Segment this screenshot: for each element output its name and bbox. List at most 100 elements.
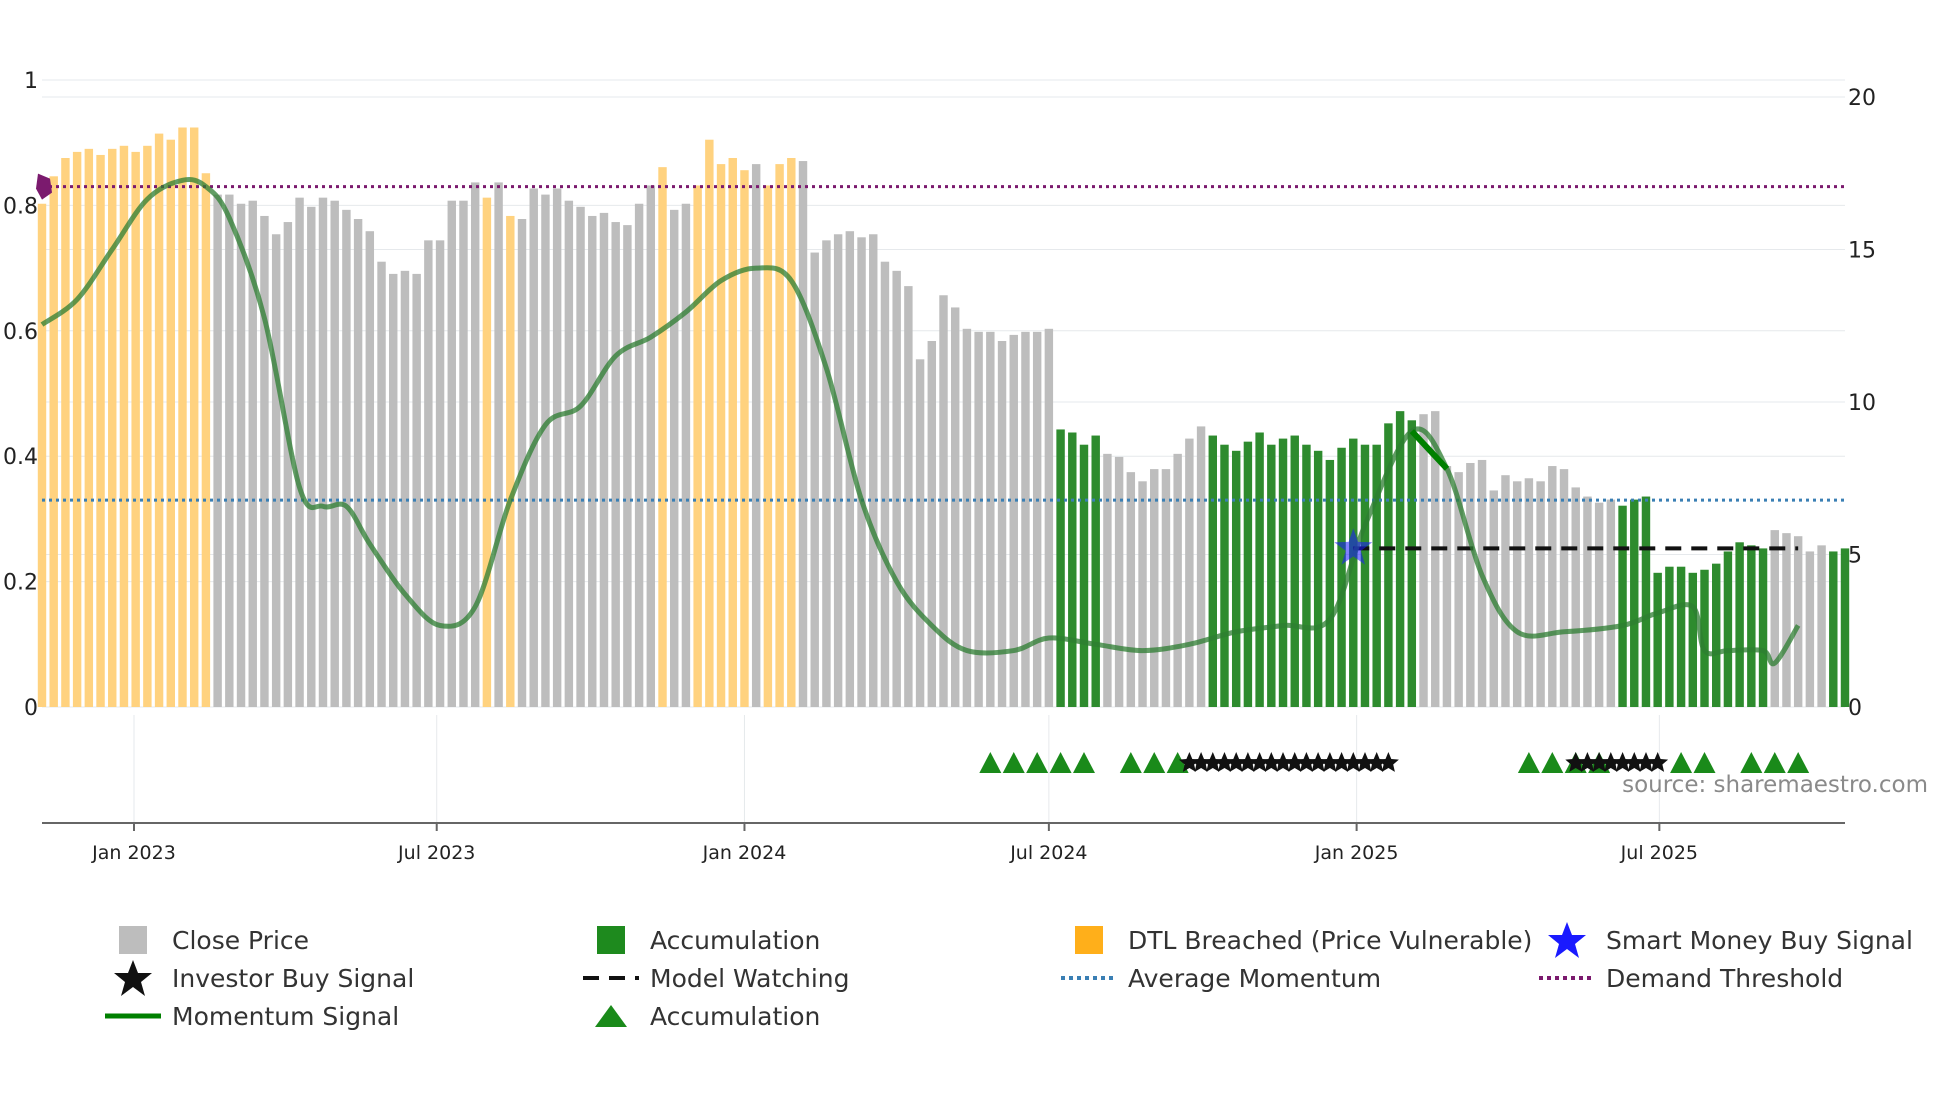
accumulation-bar xyxy=(1220,444,1229,707)
close-price-bar xyxy=(459,200,468,707)
accumulation-bar xyxy=(1665,566,1674,707)
investor-buy-signal-star xyxy=(1260,752,1282,772)
close-price-bar xyxy=(1150,469,1159,707)
close-price-bar xyxy=(424,240,433,707)
close-price-bar xyxy=(517,219,527,707)
close-price-bar xyxy=(1594,502,1604,707)
close-price-bar xyxy=(634,203,644,707)
accumulation-bar xyxy=(1068,432,1077,707)
accumulation-bar xyxy=(1700,569,1709,707)
close-price-bar xyxy=(892,270,901,707)
close-price-bar xyxy=(986,331,995,707)
close-price-bar xyxy=(295,197,304,707)
dtl-breached-bar xyxy=(658,167,667,707)
left-axis-tick-label: 0.8 xyxy=(3,194,38,219)
smart-money-buy-signal-star xyxy=(1334,528,1373,565)
dtl-breached-bar xyxy=(740,170,749,707)
investor-buy-signal-star xyxy=(1225,752,1247,772)
accumulation-bar xyxy=(1056,429,1065,707)
price-bars xyxy=(37,127,1850,708)
close-price-bar xyxy=(833,234,843,707)
left-axis-tick-label: 0.2 xyxy=(3,571,38,596)
accumulation-bar xyxy=(1091,435,1100,707)
investor-buy-signal-star xyxy=(1331,752,1352,772)
accumulation-bar xyxy=(1407,420,1417,707)
dtl-breached-bar xyxy=(72,151,82,707)
close-price-bar xyxy=(939,295,948,707)
close-price-bar xyxy=(353,219,363,707)
accumulation-bar xyxy=(1711,563,1721,707)
accumulation-bar xyxy=(1243,441,1253,707)
close-price-bar xyxy=(822,240,831,707)
close-price-bar xyxy=(1138,481,1147,707)
accumulation-bar xyxy=(1829,551,1838,707)
close-price-bar xyxy=(470,182,480,707)
dtl-breached-bar xyxy=(131,151,140,707)
accumulation-bar xyxy=(1723,551,1733,707)
accumulation-bar xyxy=(1618,505,1627,707)
close-price-bar xyxy=(1173,453,1182,707)
investor-buy-signal-star xyxy=(1600,752,1622,772)
accumulation-bar xyxy=(1688,572,1698,707)
left-axis-tick-label: 0.6 xyxy=(3,320,38,345)
investor-buy-signal-star xyxy=(1284,752,1306,772)
accumulation-triangle xyxy=(1119,752,1142,773)
accumulation-bar xyxy=(1676,566,1686,707)
close-price-bar xyxy=(1454,472,1463,707)
dtl-breached-bar xyxy=(763,185,773,707)
close-price-bar xyxy=(1583,496,1592,707)
close-price-bar xyxy=(599,212,609,707)
dtl-breached-bar xyxy=(61,158,70,707)
close-price-bar xyxy=(915,359,925,707)
close-price-bar xyxy=(1770,530,1779,707)
dtl-breached-bar xyxy=(506,215,515,707)
accumulation-bar xyxy=(1360,444,1370,707)
investor-buy-signal-star xyxy=(1588,752,1610,772)
investor-buy-signal-star xyxy=(1307,752,1329,772)
close-price-bar xyxy=(1021,331,1030,707)
investor-buy-signal-star xyxy=(1377,752,1399,772)
close-price-bar xyxy=(670,209,679,707)
accumulation-triangle xyxy=(1787,752,1810,773)
close-price-bar xyxy=(927,341,937,707)
close-price-bar xyxy=(1196,426,1206,707)
investor-buy-signal-star xyxy=(1647,752,1669,772)
close-price-bar xyxy=(318,197,328,707)
close-price-bar xyxy=(377,261,386,707)
accumulation-bar xyxy=(1395,411,1405,707)
close-price-bar xyxy=(1126,472,1136,707)
close-price-bar xyxy=(869,234,878,707)
accumulation-triangle xyxy=(979,752,1002,773)
close-price-bar xyxy=(974,331,983,707)
close-price-bar xyxy=(962,328,972,707)
close-price-bar xyxy=(1501,475,1510,707)
accumulation-bar xyxy=(1349,438,1358,707)
accumulation-bar xyxy=(1372,444,1381,707)
dtl-breached-bar xyxy=(189,127,199,707)
accumulation-bar xyxy=(1735,542,1744,707)
close-price-bar xyxy=(1571,487,1580,707)
dtl-breached-bar xyxy=(787,158,796,707)
investor-buy-signals xyxy=(1178,752,1669,772)
close-price-bar xyxy=(623,225,632,707)
close-price-bar xyxy=(248,200,257,707)
accumulation-triangle xyxy=(1049,752,1072,773)
accumulation-triangle xyxy=(1541,752,1564,773)
accumulation-triangle xyxy=(1166,752,1189,773)
momentum-signal-strong-segment xyxy=(1409,429,1450,471)
investor-buy-signal-star xyxy=(1296,752,1317,772)
close-price-bar xyxy=(798,161,808,708)
right-axis-tick-label: 10 xyxy=(1848,391,1876,416)
close-price-bar xyxy=(588,215,597,707)
accumulation-bar xyxy=(1653,572,1662,707)
close-price-bar xyxy=(1466,463,1475,707)
dtl-breached-bar xyxy=(178,127,187,707)
accumulation-bar xyxy=(1337,447,1346,707)
close-price-bar xyxy=(576,206,585,708)
right-axis-tick-label: 0 xyxy=(1848,696,1862,721)
demand-threshold-marker xyxy=(36,173,52,200)
close-price-bar xyxy=(1536,481,1545,707)
right-axis-tick-label: 15 xyxy=(1848,239,1876,264)
close-price-bar xyxy=(751,164,761,708)
investor-buy-signal-star xyxy=(1214,752,1235,772)
